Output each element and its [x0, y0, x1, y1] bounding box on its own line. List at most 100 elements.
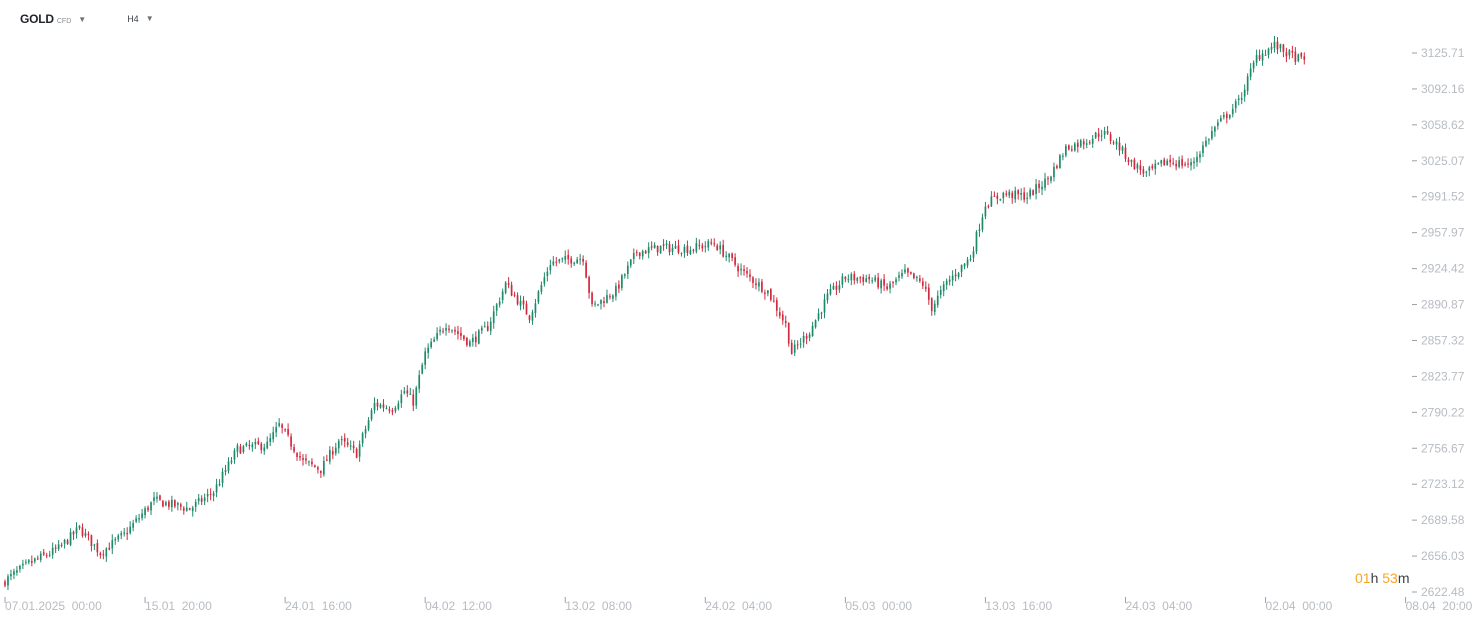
- candle: [1032, 189, 1034, 196]
- candle-body: [391, 410, 394, 413]
- countdown-hours-unit: h: [1370, 570, 1379, 586]
- candle-body: [1300, 53, 1303, 57]
- candle: [567, 249, 570, 265]
- candle-body: [1002, 192, 1005, 199]
- candle-body: [767, 290, 769, 294]
- candle: [722, 239, 725, 258]
- candle-body: [901, 272, 903, 277]
- candle-body: [898, 275, 900, 278]
- candle-body: [919, 278, 921, 281]
- candle: [415, 385, 418, 409]
- chevron-down-icon[interactable]: ▼: [145, 14, 154, 23]
- candle: [477, 329, 480, 345]
- candle-body: [1291, 50, 1294, 53]
- candle: [758, 278, 760, 292]
- candle-body: [1228, 115, 1231, 118]
- timeframe-selector[interactable]: H4 ▼: [127, 14, 153, 24]
- candle: [933, 300, 936, 316]
- candle-body: [775, 300, 778, 311]
- candle: [1249, 63, 1252, 81]
- candle: [472, 333, 474, 347]
- candle: [248, 440, 251, 450]
- candle: [439, 326, 441, 336]
- candle-body: [710, 242, 713, 244]
- candle: [16, 566, 18, 576]
- candle-body: [999, 199, 1002, 201]
- candle-body: [376, 402, 379, 407]
- candle: [1026, 192, 1028, 204]
- candle-body: [1145, 171, 1148, 173]
- candle: [591, 291, 593, 307]
- candle-body: [1225, 113, 1228, 119]
- candle-body: [1294, 51, 1297, 63]
- candle: [761, 278, 763, 294]
- candle-body: [921, 281, 924, 286]
- symbol-type: CFD: [56, 18, 72, 25]
- candle-body: [1088, 142, 1091, 144]
- candle: [1014, 186, 1017, 203]
- price-axis[interactable]: 3125.71 3092.16 3058.62 3025.07 2991.52 2957.…: [1412, 46, 1465, 599]
- candle: [850, 272, 853, 286]
- candle-body: [472, 337, 474, 342]
- candle: [1127, 157, 1130, 166]
- candle: [621, 273, 623, 291]
- candle: [159, 494, 161, 501]
- candle: [454, 326, 456, 336]
- candle: [1038, 180, 1040, 193]
- candle-body: [45, 555, 48, 557]
- candle-body: [114, 538, 117, 541]
- candle-body: [936, 295, 939, 306]
- candle: [191, 505, 194, 517]
- time-axis[interactable]: 07.01.2025 00:00 15.01 20:00 24.01 16:00 04…: [4, 597, 1473, 613]
- candle-body: [1020, 193, 1023, 195]
- candle: [513, 291, 516, 298]
- candle-body: [123, 532, 126, 534]
- candle-body: [364, 429, 367, 434]
- candle-body: [874, 277, 877, 281]
- chevron-down-icon[interactable]: ▼: [78, 15, 87, 24]
- candle-body: [480, 327, 483, 331]
- candle: [829, 283, 832, 296]
- candle-body: [561, 258, 564, 260]
- candle-body: [418, 375, 421, 389]
- candle-body: [713, 243, 716, 245]
- candle: [516, 292, 519, 306]
- candle: [796, 340, 799, 350]
- candle-body: [772, 300, 775, 302]
- candle-body: [159, 495, 161, 500]
- candle-body: [570, 258, 573, 264]
- candle-body: [13, 571, 15, 575]
- candle-body: [719, 245, 722, 250]
- candle-body: [1115, 141, 1118, 145]
- candle: [69, 528, 72, 547]
- candle-body: [299, 456, 301, 458]
- candle-body: [305, 458, 307, 461]
- candle: [51, 542, 54, 559]
- candle: [272, 426, 275, 443]
- candle-body: [528, 315, 531, 320]
- candle: [1106, 125, 1109, 135]
- candle: [1100, 129, 1103, 142]
- y-tick-label: 2890.87: [1421, 298, 1465, 312]
- candle-body: [1091, 138, 1094, 144]
- candle-body: [963, 263, 966, 267]
- candle: [600, 299, 602, 310]
- candle-body: [1038, 183, 1040, 189]
- candle: [1041, 181, 1043, 196]
- candle: [743, 265, 745, 276]
- candle-body: [1285, 52, 1288, 57]
- candle-body: [1219, 117, 1222, 122]
- candle-body: [808, 334, 811, 338]
- candle-body: [451, 330, 453, 332]
- candle: [1088, 140, 1091, 145]
- symbol-selector[interactable]: GOLD CFD ▼: [20, 12, 86, 26]
- candle-body: [1231, 108, 1234, 115]
- candle-body: [1181, 159, 1183, 166]
- candle-body: [406, 390, 409, 394]
- candle-body: [415, 387, 418, 406]
- candle-body: [507, 283, 510, 285]
- candle-body: [564, 256, 567, 260]
- candle: [111, 534, 114, 555]
- y-tick-label: 2790.22: [1421, 405, 1465, 419]
